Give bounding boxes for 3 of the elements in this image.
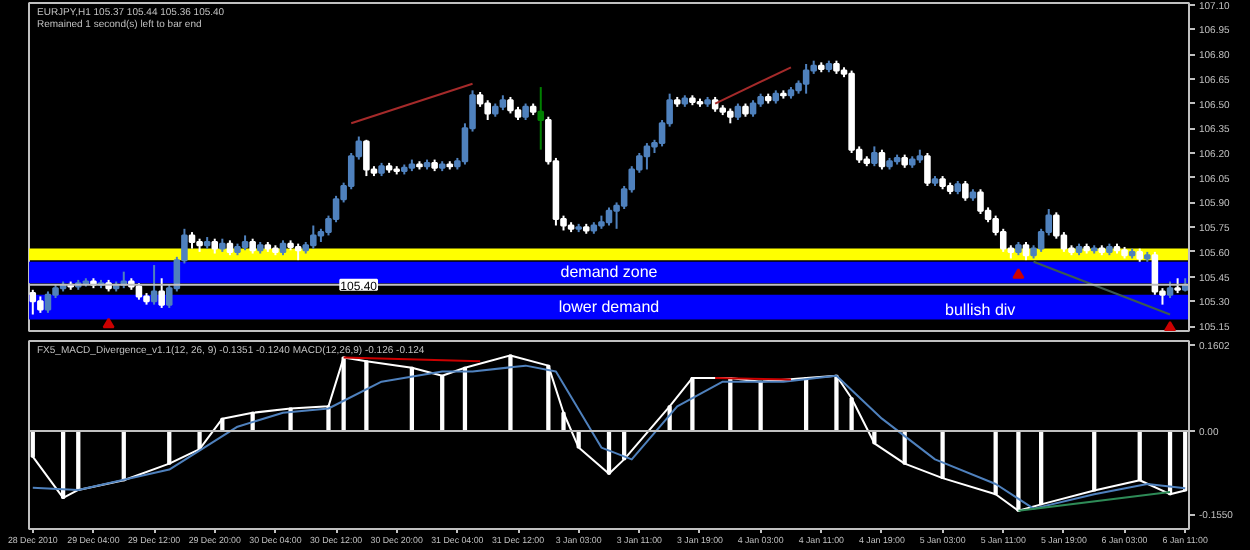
annotation: bullish div [945, 300, 1016, 319]
band-label: lower demand [558, 298, 660, 317]
band-label: demand zone [560, 263, 659, 282]
